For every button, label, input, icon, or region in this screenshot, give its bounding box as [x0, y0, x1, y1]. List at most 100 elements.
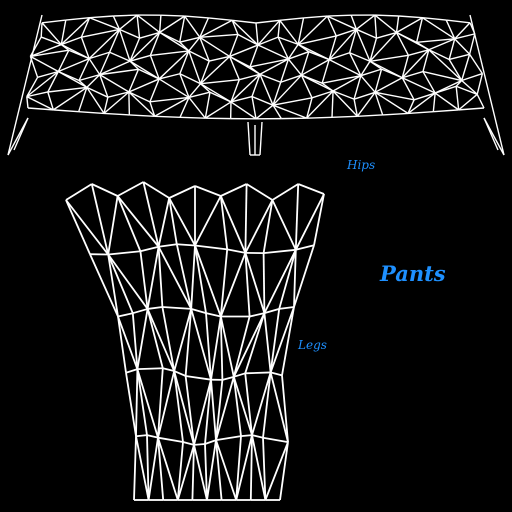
- hips-mesh-edge: [112, 15, 121, 30]
- hips-mesh-edge: [272, 82, 282, 106]
- hips-mesh-edge: [251, 74, 261, 97]
- legs-mesh-edge: [219, 195, 247, 254]
- hips-mesh-edge: [149, 78, 160, 103]
- hips-mesh-edge: [239, 73, 261, 81]
- hips-mesh-edge: [326, 15, 337, 37]
- hips-mesh-edge: [26, 95, 54, 111]
- hips-mesh-edge: [78, 79, 88, 88]
- hips-mesh-edge: [179, 97, 190, 118]
- hips-mesh-edge: [327, 15, 357, 30]
- hips-mesh-edge: [448, 59, 463, 81]
- hips-mesh-edge: [57, 49, 70, 72]
- hips-mesh-edge: [208, 17, 233, 21]
- hips-flap-edge: [13, 117, 29, 151]
- legs-mesh-edge: [136, 308, 149, 370]
- hips-mesh-edge: [53, 109, 79, 113]
- hips-mesh-edge: [297, 15, 328, 45]
- hips-mesh-edge: [374, 15, 378, 39]
- legs-mesh-edge: [263, 249, 297, 314]
- hips-notch-edge: [247, 121, 251, 156]
- hips-mesh-edge: [199, 60, 210, 84]
- legs-mesh-edge: [147, 306, 163, 310]
- hips-mesh-edge: [179, 116, 206, 119]
- legs-mesh-edge: [245, 371, 271, 375]
- legs-mesh-edge: [157, 437, 165, 501]
- hips-mesh-edge: [259, 74, 274, 106]
- legs-mesh-edge: [220, 183, 247, 197]
- hips-mesh-edge: [229, 44, 259, 58]
- hips-mesh-edge: [422, 17, 447, 21]
- legs-mesh-edge: [131, 313, 139, 370]
- legs-mesh-edge: [215, 440, 223, 501]
- hips-mesh-edge: [448, 38, 456, 60]
- hips-mesh-edge: [251, 95, 274, 106]
- hips-mesh-edge: [107, 91, 130, 98]
- hips-mesh-edge: [88, 28, 120, 60]
- hips-mesh-edge: [199, 17, 210, 38]
- hips-mesh-edge: [89, 17, 120, 31]
- hips-mesh-edge: [37, 70, 59, 78]
- hips-mesh-edge: [158, 15, 162, 33]
- legs-mesh-edge: [89, 253, 119, 317]
- legs-mesh-edge: [219, 252, 247, 317]
- hips-mesh-edge: [277, 36, 299, 46]
- legs-mesh-edge: [158, 243, 177, 248]
- hips-mesh-edge: [58, 57, 90, 73]
- legs-mesh-edge: [244, 312, 266, 374]
- hips-mesh-edge: [287, 58, 302, 76]
- hips-mesh-edge: [30, 49, 69, 58]
- legs-mesh-edge: [215, 439, 238, 501]
- legs-mesh-edge: [173, 370, 186, 377]
- hips-mesh-edge: [103, 97, 109, 114]
- hips-mesh-edge: [369, 54, 409, 62]
- hips-mesh-edge: [109, 51, 131, 62]
- legs-mesh-edge: [157, 246, 164, 308]
- hips-mesh-edge: [179, 41, 190, 52]
- legs-mesh-edge: [136, 369, 148, 436]
- legs-mesh-edge: [168, 197, 178, 245]
- legs-mesh-edge: [270, 371, 283, 377]
- hips-mesh-edge: [327, 14, 352, 17]
- hips-mesh-edge: [259, 58, 289, 75]
- hips-mesh-edge: [446, 19, 471, 24]
- legs-mesh-edge: [125, 372, 137, 437]
- legs-mesh-edge: [227, 248, 246, 254]
- legs-mesh-edge: [264, 441, 289, 501]
- legs-mesh-edge: [168, 185, 196, 199]
- legs-mesh-edge: [249, 312, 265, 318]
- legs-mesh-edge: [90, 183, 110, 255]
- legs-mesh-edge: [190, 308, 212, 380]
- hips-mesh-edge: [279, 19, 299, 45]
- legs-mesh-edge: [176, 441, 184, 501]
- legs-mesh-edge: [146, 435, 150, 501]
- legs-mesh-edge: [191, 444, 195, 501]
- hips-mesh-edge: [158, 78, 190, 99]
- hips-mesh-edge: [353, 91, 376, 100]
- legs-mesh-edge: [251, 434, 264, 439]
- legs-mesh-edge: [194, 185, 222, 197]
- hips-mesh-edge: [86, 86, 109, 98]
- hips-mesh-edge: [30, 55, 59, 73]
- legs-mesh-edge: [125, 368, 138, 374]
- hips-mesh-edge: [136, 15, 141, 39]
- legs-mesh-edge: [206, 439, 217, 501]
- hips-mesh-edge: [30, 43, 62, 58]
- hips-mesh-edge: [65, 17, 90, 21]
- hips-mesh-edge: [455, 86, 460, 110]
- hips-mesh-edge: [230, 101, 257, 120]
- legs-mesh-edge: [232, 376, 242, 437]
- hips-mesh-edge: [306, 116, 333, 119]
- legs-mesh-edge: [157, 368, 164, 438]
- hips-mesh-edge: [188, 91, 211, 99]
- hips-mesh-edge: [158, 73, 181, 80]
- hips-mesh-edge: [57, 70, 88, 89]
- hips-mesh-edge: [298, 35, 337, 46]
- legs-mesh-edge: [190, 307, 207, 314]
- legs-mesh-edge: [279, 441, 289, 501]
- hips-mesh-edge: [204, 92, 211, 119]
- hips-mesh-edge: [149, 55, 160, 80]
- hips-mesh-edge: [468, 33, 476, 55]
- hips-mesh-edge: [80, 36, 90, 59]
- hips-mesh-edge: [360, 75, 376, 93]
- legs-mesh-edge: [244, 199, 274, 254]
